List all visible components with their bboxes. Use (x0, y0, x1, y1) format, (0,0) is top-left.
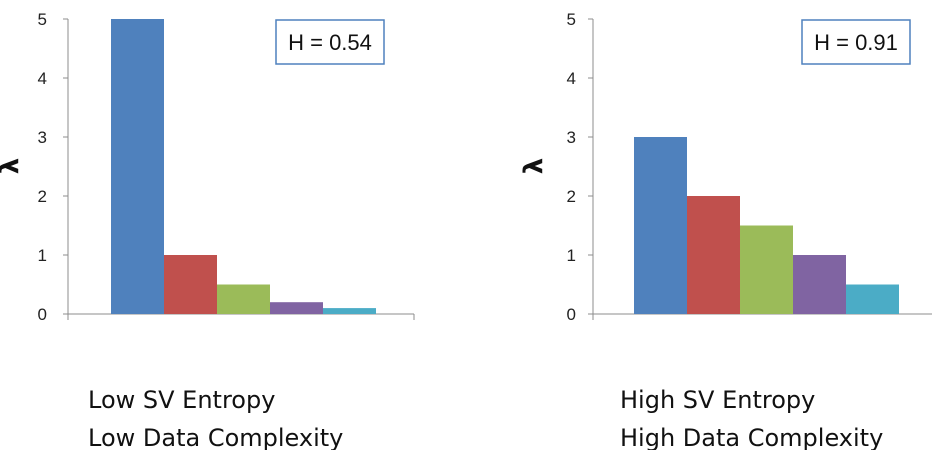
chart-2-bar-5 (846, 284, 899, 314)
chart-1-ytick-label-1: 1 (38, 246, 47, 265)
chart-1-annotation-text: H = 0.54 (288, 30, 372, 55)
chart-2-bar-4 (793, 255, 846, 314)
chart-2-ytick-label-0: 0 (567, 305, 576, 324)
chart-2-bar-3 (740, 225, 793, 314)
chart-1-bar-1 (111, 19, 164, 314)
chart-1-bar-3 (217, 284, 270, 314)
chart-2-annotation-box (801, 19, 911, 65)
chart-2-bar-1 (634, 137, 687, 314)
chart-1-caption-line-2: Low Data Complexity (88, 424, 343, 450)
chart-1-y-axis-label: λ (0, 158, 25, 174)
chart-2-caption-line-1: High SV Entropy (620, 386, 815, 414)
chart-2-ytick-label-3: 3 (567, 128, 576, 147)
chart-2-ytick-label-5: 5 (567, 10, 576, 29)
chart-1-ytick-label-4: 4 (38, 69, 47, 88)
chart-2-bar-2 (687, 196, 740, 314)
chart-1-ytick-label-3: 3 (38, 128, 47, 147)
chart-1-annotation-box (275, 19, 385, 65)
chart-1-bar-2 (164, 255, 217, 314)
chart-1-ytick-label-0: 0 (38, 305, 47, 324)
chart-2-ytick-label-4: 4 (567, 69, 576, 88)
chart-1-bar-5 (323, 308, 376, 314)
chart-2-caption-line-2: High Data Complexity (620, 424, 883, 450)
chart-1-ytick-label-5: 5 (38, 10, 47, 29)
chart-2-annotation-text: H = 0.91 (814, 30, 898, 55)
chart-1-ytick-label-2: 2 (38, 187, 47, 206)
chart-2-ytick-label-1: 1 (567, 246, 576, 265)
chart-1-caption-line-1: Low SV Entropy (88, 386, 275, 414)
chart-2-ytick-label-2: 2 (567, 187, 576, 206)
chart-1-bar-4 (270, 302, 323, 314)
chart-2-y-axis-label: λ (519, 158, 549, 174)
